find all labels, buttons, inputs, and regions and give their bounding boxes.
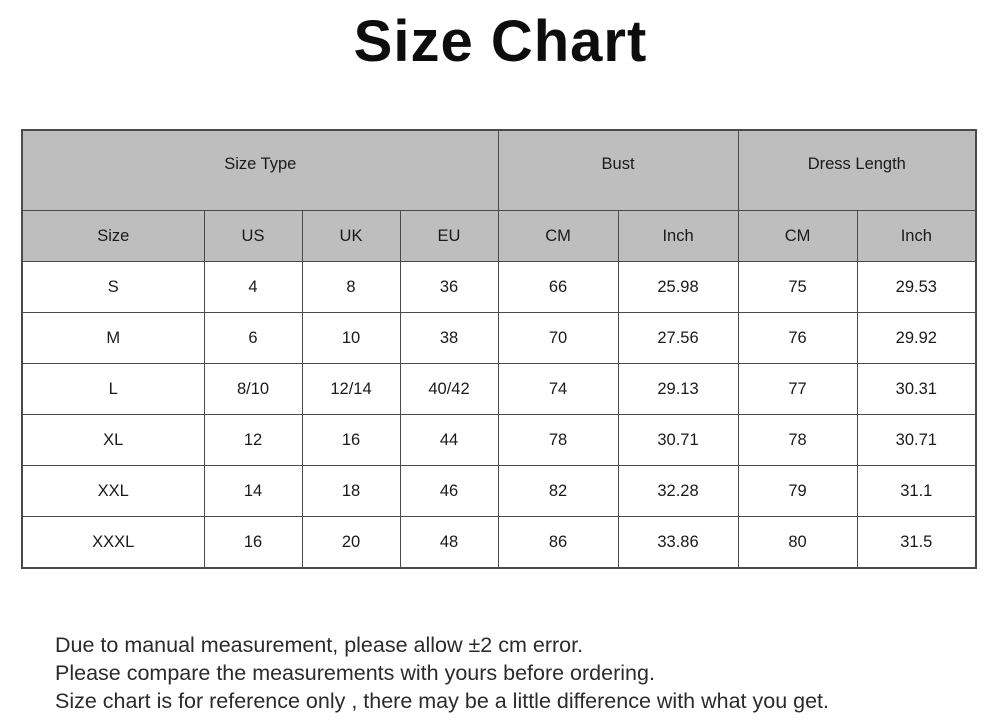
cell-size: S: [21, 261, 205, 313]
cell-us: 16: [203, 516, 303, 569]
cell-bust-cm: 78: [497, 414, 619, 466]
size-chart-table: Size Type Bust Dress Length Size US UK E…: [21, 129, 978, 569]
cell-length-inch: 29.53: [856, 261, 977, 313]
note-reference-only: Size chart is for reference only , there…: [55, 689, 829, 713]
table-row-l: L 8/10 12/14 40/42 74 29.13 77 30.31: [21, 363, 977, 415]
group-header-size-type: Size Type: [21, 129, 499, 211]
cell-bust-inch: 25.98: [617, 261, 739, 313]
cell-uk: 20: [301, 516, 401, 569]
column-header-row: Size US UK EU CM Inch CM Inch: [21, 210, 977, 262]
cell-bust-inch: 32.28: [617, 465, 739, 517]
note-compare-measurements: Please compare the measurements with you…: [55, 661, 655, 685]
cell-uk: 12/14: [301, 363, 401, 415]
cell-bust-inch: 30.71: [617, 414, 739, 466]
cell-us: 12: [203, 414, 303, 466]
cell-length-cm: 77: [737, 363, 858, 415]
cell-bust-cm: 74: [497, 363, 619, 415]
column-header-eu: EU: [399, 210, 499, 262]
cell-length-inch: 30.31: [856, 363, 977, 415]
column-header-uk: UK: [301, 210, 401, 262]
cell-length-cm: 78: [737, 414, 858, 466]
cell-eu: 38: [399, 312, 499, 364]
cell-us: 4: [203, 261, 303, 313]
table-row-m: M 6 10 38 70 27.56 76 29.92: [21, 312, 977, 364]
column-header-length-inch: Inch: [856, 210, 977, 262]
cell-eu: 44: [399, 414, 499, 466]
cell-size: XXL: [21, 465, 205, 517]
cell-bust-cm: 86: [497, 516, 619, 569]
cell-length-inch: 31.5: [856, 516, 977, 569]
cell-eu: 40/42: [399, 363, 499, 415]
table-row-xl: XL 12 16 44 78 30.71 78 30.71: [21, 414, 977, 466]
group-header-dress-length: Dress Length: [737, 129, 977, 211]
table-row-xxl: XXL 14 18 46 82 32.28 79 31.1: [21, 465, 977, 517]
cell-eu: 48: [399, 516, 499, 569]
cell-bust-cm: 70: [497, 312, 619, 364]
cell-bust-inch: 29.13: [617, 363, 739, 415]
note-measurement-error: Due to manual measurement, please allow …: [55, 633, 584, 657]
cell-length-cm: 80: [737, 516, 858, 569]
column-header-bust-inch: Inch: [617, 210, 739, 262]
cell-us: 6: [203, 312, 303, 364]
cell-size: XL: [21, 414, 205, 466]
cell-uk: 18: [301, 465, 401, 517]
column-header-size: Size: [21, 210, 205, 262]
cell-us: 14: [203, 465, 303, 517]
cell-uk: 8: [301, 261, 401, 313]
cell-uk: 16: [301, 414, 401, 466]
cell-bust-inch: 27.56: [617, 312, 739, 364]
cell-bust-inch: 33.86: [617, 516, 739, 569]
cell-length-inch: 30.71: [856, 414, 977, 466]
table-row-s: S 4 8 36 66 25.98 75 29.53: [21, 261, 977, 313]
cell-size: M: [21, 312, 205, 364]
cell-us: 8/10: [203, 363, 303, 415]
cell-length-cm: 79: [737, 465, 858, 517]
cell-length-cm: 76: [737, 312, 858, 364]
page-title: Size Chart: [353, 9, 648, 74]
table-row-xxxl: XXXL 16 20 48 86 33.86 80 31.5: [21, 516, 977, 569]
cell-length-inch: 29.92: [856, 312, 977, 364]
cell-bust-cm: 66: [497, 261, 619, 313]
group-header-bust: Bust: [497, 129, 739, 211]
cell-length-inch: 31.1: [856, 465, 977, 517]
notes-section: Due to manual measurement, please allow …: [55, 631, 1001, 715]
column-header-us: US: [203, 210, 303, 262]
cell-eu: 46: [399, 465, 499, 517]
cell-size: L: [21, 363, 205, 415]
cell-eu: 36: [399, 261, 499, 313]
cell-length-cm: 75: [737, 261, 858, 313]
cell-size: XXXL: [21, 516, 205, 569]
column-header-length-cm: CM: [737, 210, 858, 262]
group-header-row: Size Type Bust Dress Length: [21, 129, 977, 211]
column-header-bust-cm: CM: [497, 210, 619, 262]
cell-uk: 10: [301, 312, 401, 364]
cell-bust-cm: 82: [497, 465, 619, 517]
